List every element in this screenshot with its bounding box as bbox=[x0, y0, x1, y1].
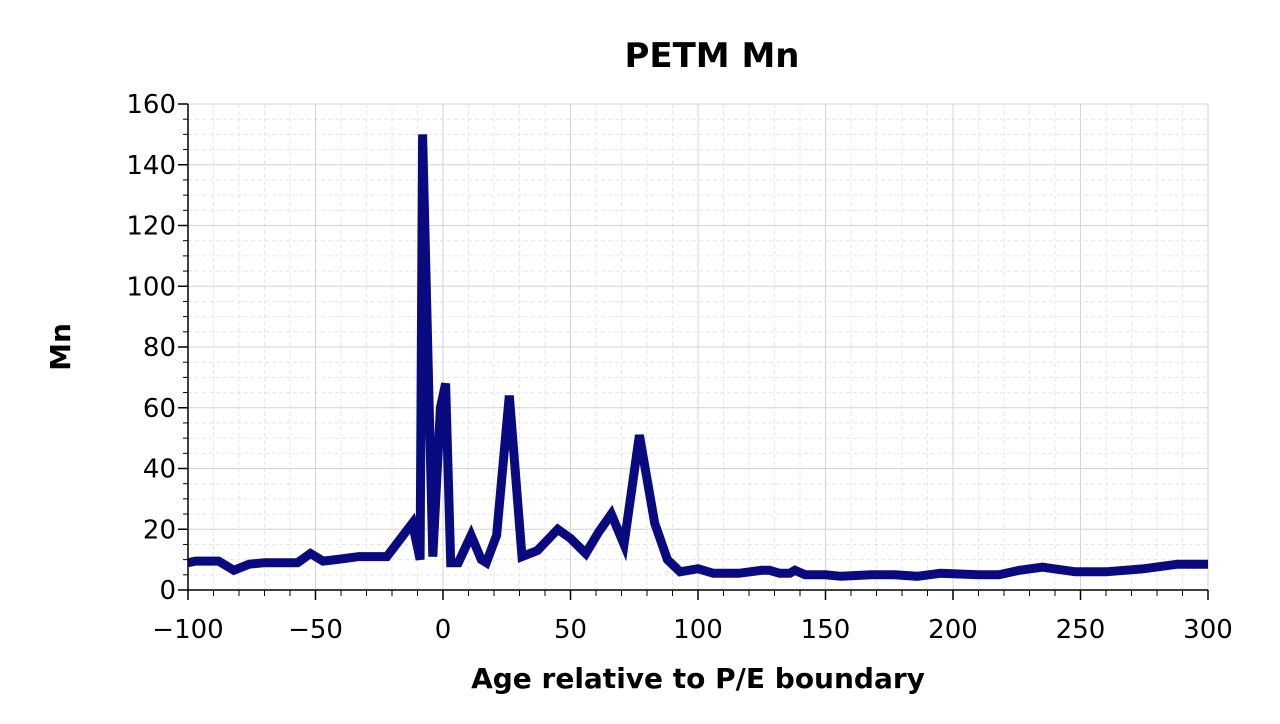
y-tick-label: 100 bbox=[126, 272, 176, 302]
x-tick-label: 0 bbox=[435, 615, 452, 645]
y-tick-label: 0 bbox=[159, 576, 176, 606]
y-tick-label: 120 bbox=[126, 212, 176, 242]
x-tick-label: 150 bbox=[801, 615, 851, 645]
y-tick-label: 20 bbox=[143, 515, 176, 545]
x-tick-label: 200 bbox=[928, 615, 978, 645]
chart-title: PETM Mn bbox=[624, 36, 799, 76]
grid bbox=[187, 103, 1209, 591]
ticks: −100 −50 0 50 100 150 200 250 300 0 20 40 60 80 100 120… bbox=[126, 90, 1232, 645]
x-tick-label: 300 bbox=[1183, 615, 1233, 645]
x-axis-label: Age relative to P/E boundary bbox=[471, 662, 925, 695]
y-tick-label: 60 bbox=[143, 394, 176, 424]
y-tick-label: 80 bbox=[143, 333, 176, 363]
series-layer bbox=[187, 134, 1208, 581]
y-tick-label: 40 bbox=[143, 455, 176, 485]
x-tick-label: 50 bbox=[554, 615, 587, 645]
series-line bbox=[187, 134, 1208, 581]
x-tick-label: 250 bbox=[1056, 615, 1106, 645]
y-tick-label: 160 bbox=[126, 90, 176, 120]
y-axis-label: Mn bbox=[44, 323, 77, 371]
y-tick-label: 140 bbox=[126, 151, 176, 181]
x-tick-label: −100 bbox=[152, 615, 223, 645]
x-tick-label: −50 bbox=[288, 615, 343, 645]
x-tick-label: 100 bbox=[673, 615, 723, 645]
